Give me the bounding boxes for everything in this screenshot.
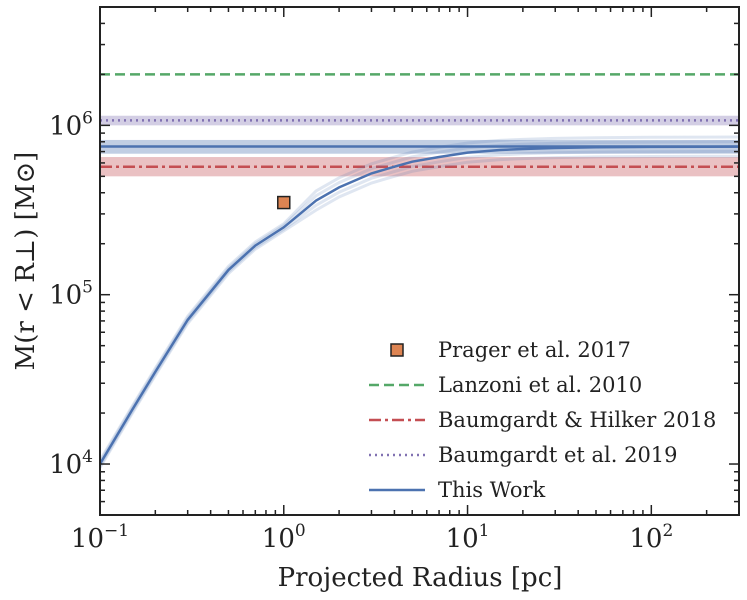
plot-frame <box>99 6 740 516</box>
legend-handle-prager-et-al-2017 <box>390 343 404 357</box>
legend: Prager et al. 2017 Lanzoni et al. 2010 Bau… <box>369 338 716 502</box>
legend-label-baumgardt-et-al-2019: Baumgardt et al. 2019 <box>438 443 678 467</box>
legend-label-this-work: This Work <box>438 478 546 502</box>
y-tick-label: 104 <box>49 447 93 480</box>
x-axis-label: Projected Radius [pc] <box>278 563 563 593</box>
x-tick-label: 100 <box>262 521 306 554</box>
this-work-curve <box>100 145 739 465</box>
this-work-sample-4 <box>100 154 739 469</box>
legend-label-prager-et-al-2017: Prager et al. 2017 <box>438 338 631 362</box>
x-tick-label: 10−1 <box>71 521 129 554</box>
x-tick-label: 102 <box>629 521 673 554</box>
y-tick-label: 106 <box>49 108 93 141</box>
legend-label-baumgardt-and-hilker-2018: Baumgardt & Hilker 2018 <box>438 408 716 432</box>
this-work-sample-1 <box>100 135 739 462</box>
y-axis-label: M(r < R⊥) [M⊙] <box>11 152 41 371</box>
x-tick-label: 101 <box>446 521 490 554</box>
plot-area <box>100 7 739 515</box>
legend-label-lanzoni-et-al-2010: Lanzoni et al. 2010 <box>438 373 642 397</box>
prager-et-al-2017-point <box>277 195 291 210</box>
y-tick-label: 105 <box>49 278 93 311</box>
baumgardt-and-hilker-2018-band <box>100 157 739 177</box>
